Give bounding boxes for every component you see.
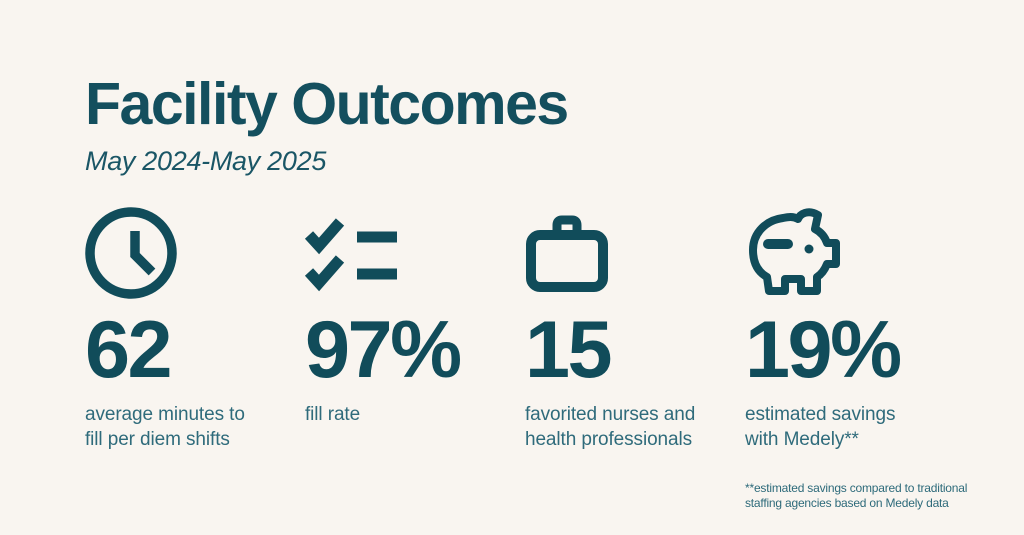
clock-icon [85, 205, 177, 300]
stat-favorited-professionals: 15 favorited nurses and health professio… [525, 205, 745, 452]
stat-value: 19% [745, 305, 902, 395]
stat-value: 62 [85, 305, 173, 395]
stat-label: favorited nurses and health professional… [525, 404, 696, 451]
page-title: Facility Outcomes [85, 71, 569, 137]
stat-label: estimated savings with Medely** [745, 404, 896, 451]
stat-average-minutes: 62 average minutes to fill per diem shif… [85, 205, 305, 452]
briefcase-icon [525, 205, 609, 300]
stat-label: fill rate [305, 404, 361, 425]
stat-value: 97% [305, 305, 462, 395]
stat-value: 15 [525, 305, 613, 395]
checklist-icon [304, 205, 397, 300]
footnote: **estimated savings compared to traditio… [745, 481, 968, 511]
stat-fill-rate: 97% fill rate [304, 205, 525, 452]
date-range-subtitle: May 2024-May 2025 [85, 145, 327, 176]
stat-label: average minutes to fill per diem shifts [85, 404, 245, 451]
stats-row: 62 average minutes to fill per diem shif… [85, 205, 965, 452]
stat-estimated-savings: 19% estimated savings with Medely** [745, 205, 965, 452]
piggy-bank-icon [745, 205, 841, 300]
header: Facility Outcomes May 2024-May 2025 [85, 71, 569, 177]
